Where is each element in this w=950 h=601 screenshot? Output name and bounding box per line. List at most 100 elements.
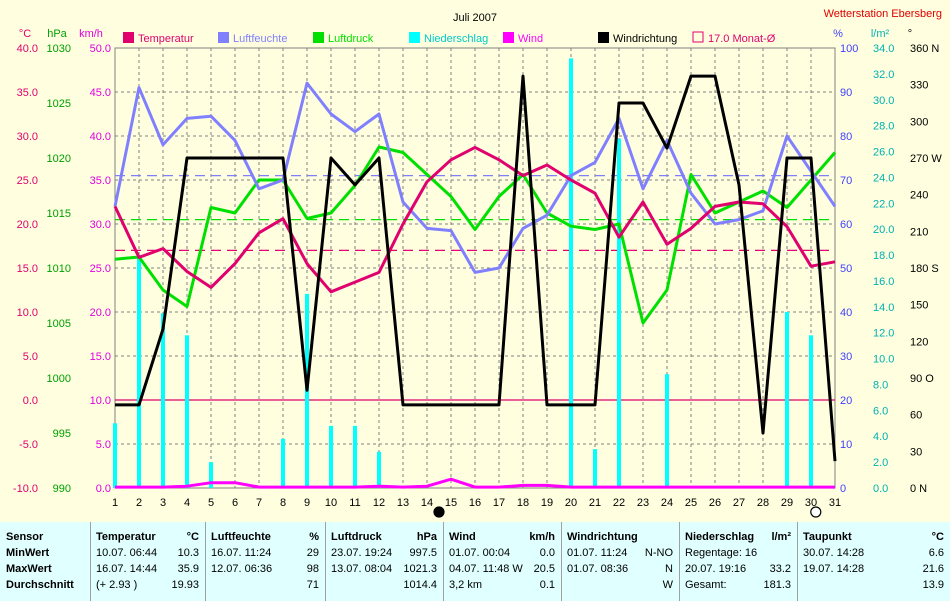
precip-bar (185, 335, 189, 488)
section-header: Niederschlag l/m² (680, 529, 797, 545)
legend-label: Niederschlag (424, 33, 488, 45)
cell-value: 181.3 (763, 579, 791, 591)
rain-tick-label: 8.0 (873, 379, 888, 391)
hpa-tick-label: 1025 (47, 98, 71, 110)
temp-tick-label: 10.0 (17, 307, 38, 319)
section-title: Taupunkt (803, 531, 852, 543)
hpa-tick-label: 1005 (47, 318, 71, 330)
precip-bar (593, 449, 597, 488)
row-label: Durchschnitt (6, 579, 74, 591)
rain-tick-label: 30.0 (873, 95, 894, 107)
legend-label: Wind (518, 33, 543, 45)
table-row: 01.07. 08:36 N (562, 561, 679, 577)
table-row: 13.9 (798, 577, 950, 593)
legend-swatch (313, 32, 324, 43)
precip-bar (809, 335, 813, 488)
hpa-tick-label: 1020 (47, 153, 71, 165)
cell-value: N-NO (644, 547, 673, 559)
pct-tick-label: 50 (840, 263, 852, 275)
x-tick-label: 5 (208, 497, 214, 509)
legend-swatch (123, 32, 134, 43)
kmh-tick-label: 0.0 (96, 483, 111, 495)
cell-time: 01.07. 08:36 (567, 563, 629, 575)
kmh-tick-label: 45.0 (90, 87, 111, 99)
legend-label: Luftfeuchte (233, 33, 287, 45)
axis-unit: ° (908, 28, 912, 40)
table-section: Windrichtung 01.07. 11:24 N-NO 01.07. 08:36… (561, 522, 679, 601)
row-label: Sensor (6, 531, 44, 543)
precip-bar (665, 374, 669, 488)
table-row: 01.07. 11:24 N-NO (562, 545, 679, 561)
kmh-tick-label: 40.0 (90, 131, 111, 143)
x-tick-label: 22 (613, 497, 625, 509)
table-row: Gesamt: 181.3 (680, 577, 797, 593)
x-tick-label: 25 (685, 497, 697, 509)
section-header: Luftdruck hPa (326, 529, 443, 545)
x-tick-label: 28 (757, 497, 769, 509)
cell-value: 997.5 (409, 547, 437, 559)
pct-tick-label: 70 (840, 175, 852, 187)
dir-tick-label: 90 O (910, 373, 934, 385)
rain-tick-label: 0.0 (873, 483, 888, 495)
kmh-tick-label: 15.0 (90, 351, 111, 363)
cell-value: 98 (306, 563, 319, 575)
section-header: Windrichtung (562, 529, 679, 545)
cell-value: 71 (306, 579, 319, 591)
cell-time: 16.07. 14:44 (96, 563, 158, 575)
x-tick-label: 23 (637, 497, 649, 509)
pct-tick-label: 100 (840, 43, 858, 55)
cell-value: 21.6 (922, 563, 944, 575)
dir-tick-label: 60 (910, 410, 922, 422)
precip-bar (209, 462, 213, 488)
hpa-tick-label: 995 (53, 428, 71, 440)
hpa-tick-label: 1030 (47, 43, 71, 55)
cell-time: 19.07. 14:28 (803, 563, 865, 575)
rain-tick-label: 14.0 (873, 302, 894, 314)
temp-tick-label: 35.0 (17, 87, 38, 99)
rain-tick-label: 28.0 (873, 121, 894, 133)
legend-label: Luftdruck (328, 33, 374, 45)
table-section: Luftdruck hPa 23.07. 19:24 997.5 13.07. 08:0… (325, 522, 443, 601)
weather-chart: 40.035.030.025.020.015.010.05.00.0-5.0-1… (12, 8, 943, 518)
temp-tick-label: 15.0 (17, 263, 38, 275)
chart-title: Juli 2007 (453, 12, 497, 24)
cell-time: 23.07. 19:24 (331, 547, 393, 559)
cell-time: Gesamt: (685, 579, 727, 591)
dir-tick-label: 330 (910, 80, 928, 92)
section-title: Niederschlag (685, 531, 755, 543)
table-row: 16.07. 14:44 35.9 (91, 561, 205, 577)
cell-time: 3,2 km (449, 579, 483, 591)
pct-tick-label: 10 (840, 439, 852, 451)
x-tick-label: 21 (589, 497, 601, 509)
pct-tick-label: 30 (840, 351, 852, 363)
dir-tick-label: 150 (910, 300, 928, 312)
section-unit: °C (931, 531, 944, 543)
series-line-wind (115, 477, 835, 489)
row-label: MaxWert (6, 563, 52, 575)
cell-value: 13.9 (922, 579, 944, 591)
table-row: 71 (206, 577, 325, 593)
axis-unit: °C (19, 28, 31, 40)
kmh-tick-label: 5.0 (96, 439, 111, 451)
rain-tick-label: 32.0 (873, 69, 894, 81)
section-header: Wind km/h (444, 529, 561, 545)
axes: 40.035.030.025.020.015.010.05.00.0-5.0-1… (13, 28, 942, 509)
legend-swatch (409, 32, 420, 43)
dir-tick-label: 240 (910, 190, 928, 202)
cell-value: 1021.3 (403, 563, 437, 575)
hpa-tick-label: 1015 (47, 208, 71, 220)
table-row: 12.07. 06:36 98 (206, 561, 325, 577)
x-tick-label: 31 (829, 497, 841, 509)
hpa-tick-label: 990 (53, 483, 71, 495)
dir-tick-label: 120 (910, 336, 928, 348)
x-tick-label: 14 (421, 497, 433, 509)
dir-tick-label: 360 N (910, 43, 939, 55)
section-title: Temperatur (96, 531, 156, 543)
legend-label: Temperatur (138, 33, 194, 45)
moon-phases (433, 506, 822, 518)
temp-tick-label: 20.0 (17, 219, 38, 231)
dir-tick-label: 30 (910, 446, 922, 458)
temp-tick-label: 5.0 (23, 351, 38, 363)
series-line-windrichtung (115, 74, 837, 462)
station-name: Wetterstation Ebersberg (824, 8, 942, 20)
